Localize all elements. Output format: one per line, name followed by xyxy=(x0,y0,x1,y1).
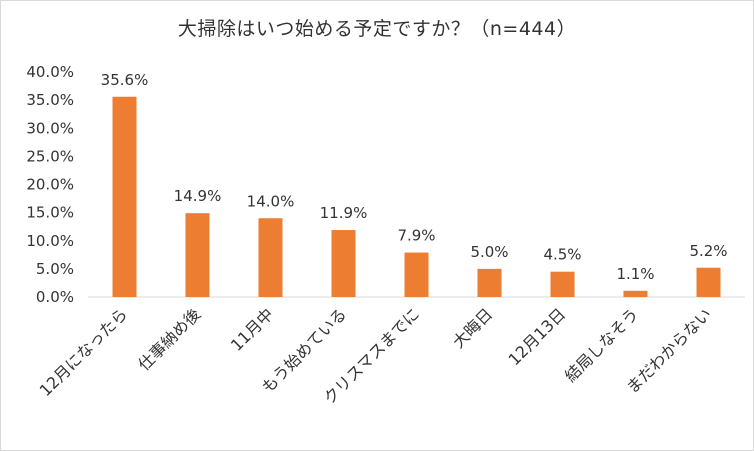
bar-series xyxy=(112,96,721,297)
bar xyxy=(404,252,429,297)
y-tick-label: 10.0% xyxy=(26,232,74,250)
y-axis: 0.0% 5.0% 10.0% 15.0% 20.0% 25.0% 30.0% 35.0% 40… xyxy=(26,63,74,306)
bar xyxy=(331,230,356,297)
y-tick-label: 35.0% xyxy=(26,91,74,109)
y-tick-label: 0.0% xyxy=(36,288,74,306)
bar xyxy=(550,271,575,297)
x-tick-label: 大晦日 xyxy=(449,304,496,351)
y-tick-label: 25.0% xyxy=(26,147,74,165)
x-tick-label: 12月になったら xyxy=(36,304,132,400)
bar xyxy=(258,218,283,297)
bar xyxy=(696,267,721,297)
x-tick-label: 仕事納め後 xyxy=(134,304,204,374)
y-tick-label: 30.0% xyxy=(26,119,74,137)
y-tick-label: 5.0% xyxy=(36,260,74,278)
x-tick-label: 結局しなそう xyxy=(561,304,642,385)
x-tick-label: 11月中 xyxy=(227,304,277,354)
data-label: 35.6% xyxy=(101,71,149,89)
data-labels: 35.6% 14.9% 14.0% 11.9% 7.9% 5.0% 4.5% 1.1% 5.2% xyxy=(101,71,728,283)
data-label: 1.1% xyxy=(616,265,654,283)
data-label: 14.0% xyxy=(247,192,295,210)
bar xyxy=(112,96,137,297)
data-label: 4.5% xyxy=(543,246,581,264)
y-tick-label: 15.0% xyxy=(26,204,74,222)
data-label: 14.9% xyxy=(174,187,222,205)
y-tick-label: 40.0% xyxy=(26,63,74,81)
bar xyxy=(623,290,648,297)
data-label: 11.9% xyxy=(320,204,368,222)
bar xyxy=(185,213,210,297)
chart-title: 大掃除はいつ始める予定ですか？（n=444） xyxy=(177,18,577,40)
data-label: 5.2% xyxy=(689,242,727,260)
y-tick-label: 20.0% xyxy=(26,176,74,194)
data-label: 5.0% xyxy=(470,243,508,261)
x-tick-label: 12月13日 xyxy=(504,304,569,369)
bar xyxy=(477,268,502,297)
data-label: 7.9% xyxy=(397,227,435,245)
